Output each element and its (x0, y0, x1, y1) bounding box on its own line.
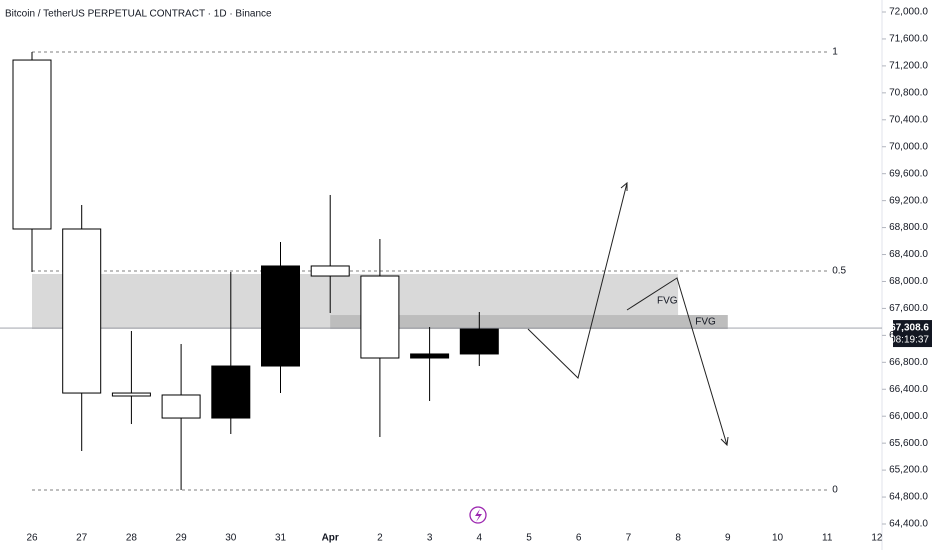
candle-body (360, 275, 400, 359)
x-tick-label: 8 (675, 533, 681, 544)
y-tick-label: 66,800.0 (889, 357, 928, 368)
y-tick-label: 70,800.0 (889, 87, 928, 98)
zone-label: FVG (695, 317, 716, 328)
x-tick-label: 28 (126, 533, 138, 544)
y-tick-label: 68,000.0 (889, 276, 928, 287)
y-tick-label: 69,200.0 (889, 195, 928, 206)
x-tick-label: 3 (427, 533, 433, 544)
candle-body (211, 365, 251, 419)
candle-body (12, 59, 52, 230)
x-tick-label: Apr (322, 533, 339, 544)
x-tick-label: 7 (626, 533, 632, 544)
y-tick-label: 64,400.0 (889, 519, 928, 530)
candle-body (261, 265, 300, 367)
x-tick-label: 10 (772, 533, 784, 544)
x-tick-label: 12 (871, 533, 883, 544)
y-tick-label: 69,600.0 (889, 168, 928, 179)
arrow-head (720, 436, 729, 447)
candle-body (459, 328, 499, 355)
zone (330, 315, 728, 330)
candle-body (161, 394, 201, 419)
x-tick-label: 29 (176, 533, 188, 544)
candle-body (111, 392, 151, 397)
projection-path (626, 277, 728, 446)
y-tick-label: 66,400.0 (889, 384, 928, 395)
y-tick-label: 70,000.0 (889, 141, 928, 152)
x-tick-label: 26 (26, 533, 38, 544)
y-tick-label: 65,200.0 (889, 465, 928, 476)
x-tick-label: 11 (822, 533, 833, 544)
annotation: FVG (657, 296, 678, 307)
fib-label: 1 (832, 47, 838, 58)
countdown: 08:19:37 (890, 335, 929, 346)
chart-title: Bitcoin / TetherUS PERPETUAL CONTRACT · … (5, 9, 272, 20)
candle-body (310, 265, 350, 277)
y-tick-label: 72,000.0 (889, 7, 928, 18)
y-tick-label: 71,200.0 (889, 61, 928, 72)
y-tick-label: 68,800.0 (889, 222, 928, 233)
price-tag-label: 67,308.6 (890, 323, 929, 334)
y-tick-label: 68,400.0 (889, 249, 928, 260)
event-bolt (475, 509, 482, 522)
x-tick-label: 6 (576, 533, 582, 544)
y-tick-label: 71,600.0 (889, 34, 928, 45)
candle-body (62, 228, 102, 394)
x-tick-label: 2 (377, 533, 383, 544)
arrow-head (620, 181, 628, 191)
x-tick-label: 27 (76, 533, 88, 544)
y-tick-label: 67,600.0 (889, 303, 928, 314)
y-tick-label: 70,400.0 (889, 114, 928, 125)
x-tick-label: 9 (725, 533, 731, 544)
fib-label: 0 (832, 485, 838, 496)
x-tick-label: 4 (477, 533, 483, 544)
y-tick-label: 64,800.0 (889, 492, 928, 503)
y-tick-label: 66,000.0 (889, 411, 928, 422)
projection-path (527, 182, 628, 379)
x-tick-label: 5 (526, 533, 532, 544)
x-tick-label: 31 (275, 533, 287, 544)
fib-label: 0.5 (832, 266, 846, 277)
x-tick-label: 30 (225, 533, 237, 544)
candle-body (410, 353, 450, 359)
y-tick-label: 65,600.0 (889, 438, 928, 449)
price-tag (893, 320, 932, 348)
